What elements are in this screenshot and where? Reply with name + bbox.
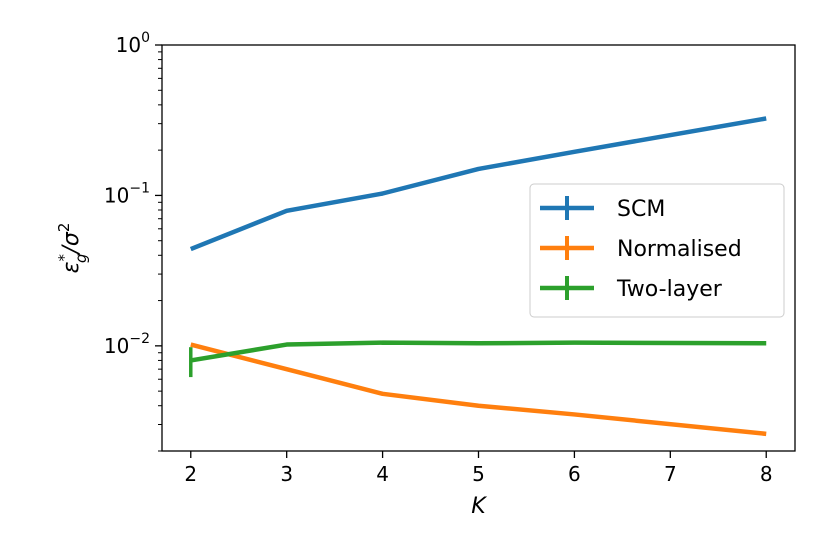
legend-entry: Normalised bbox=[540, 236, 742, 262]
x-axis-label: K bbox=[471, 494, 487, 519]
y-axis-label: ε*g/σ2 bbox=[55, 223, 90, 274]
legend-label: SCM bbox=[617, 197, 665, 222]
legend-label: Normalised bbox=[617, 237, 742, 262]
y-tick-label: 10−1 bbox=[104, 180, 150, 207]
x-tick-label: 5 bbox=[472, 462, 485, 486]
x-tick-label: 6 bbox=[568, 462, 581, 486]
legend-items: SCM Normalised Two-layer bbox=[540, 196, 742, 302]
x-tick-label: 3 bbox=[280, 462, 293, 486]
legend: SCM Normalised Two-layer bbox=[529, 183, 785, 318]
x-tick-label: 8 bbox=[760, 462, 773, 486]
legend-entry: SCM bbox=[540, 196, 665, 222]
legend-label: Two-layer bbox=[616, 277, 723, 302]
legend-box bbox=[529, 183, 785, 318]
series-line bbox=[189, 116, 767, 252]
plot-frame bbox=[161, 44, 796, 452]
y-tick-label: 10−2 bbox=[104, 331, 150, 358]
series-two-layer bbox=[189, 340, 767, 378]
y-tick-label: 100 bbox=[116, 30, 150, 57]
series-scm bbox=[189, 116, 767, 252]
legend-entry: Two-layer bbox=[540, 276, 723, 302]
ticks-layer: 2 3 4 5 6 7 8 10−2 10−1 100 bbox=[104, 30, 773, 486]
series-line bbox=[190, 342, 767, 437]
series-normalised bbox=[190, 342, 767, 437]
x-tick-label: 4 bbox=[376, 462, 389, 486]
x-tick-label: 7 bbox=[664, 462, 677, 486]
series-line bbox=[190, 340, 767, 363]
series-layer bbox=[189, 116, 767, 437]
x-tick-label: 2 bbox=[184, 462, 197, 486]
